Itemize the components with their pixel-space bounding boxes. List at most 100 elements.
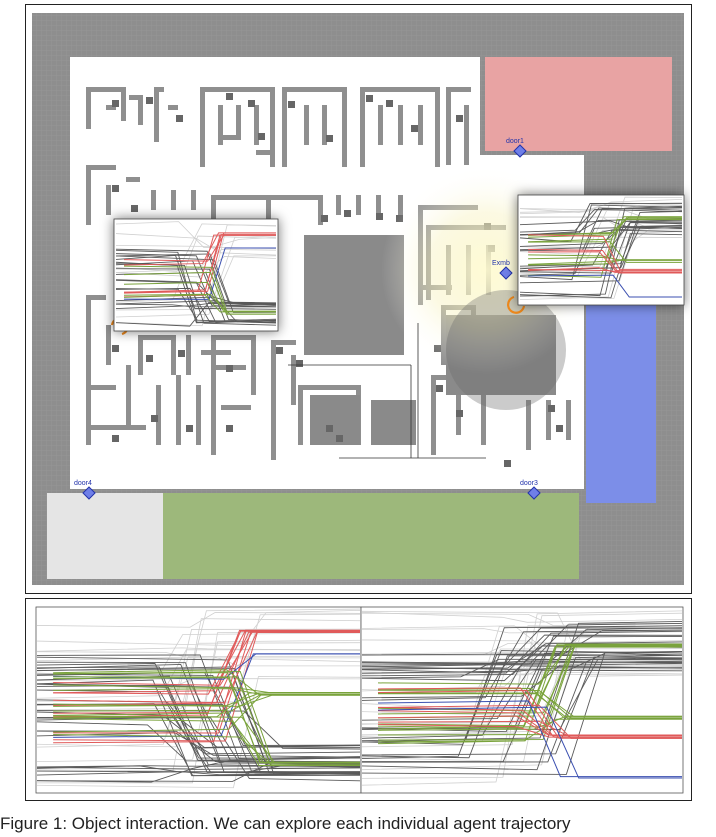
- trajectory-line: [377, 689, 682, 719]
- trajectory-line: [361, 626, 683, 655]
- wall-segment: [121, 87, 126, 121]
- trajectory-line: [361, 622, 683, 736]
- door-marker-door4[interactable]: door4: [74, 480, 96, 500]
- room-block: [371, 400, 416, 445]
- room-block: [310, 395, 360, 445]
- trajectory-line: [36, 676, 361, 789]
- trajectory-line: [123, 232, 276, 294]
- trajectory-line: [519, 233, 683, 299]
- trajectory-line: [528, 259, 682, 265]
- trajectory-line: [361, 611, 683, 623]
- door-label-door2: Exmb: [492, 260, 510, 267]
- wall-segment: [270, 87, 275, 167]
- wall-segment: [376, 195, 381, 215]
- trajectory-line: [519, 207, 683, 252]
- wall-segment: [200, 87, 275, 92]
- trajectory-line: [36, 771, 361, 776]
- wall-segment: [360, 87, 365, 167]
- wall-segment: [191, 190, 196, 210]
- furniture-item: [456, 115, 463, 122]
- trajectory-line: [519, 225, 683, 276]
- wall-segment: [211, 335, 251, 340]
- wall-segment: [129, 95, 143, 100]
- trajectory-line: [115, 260, 277, 306]
- wall-segment: [86, 425, 146, 430]
- bottom-green-zone: [163, 493, 579, 579]
- wall-segment: [218, 105, 223, 145]
- trajectory-line: [115, 255, 277, 318]
- corridor-lines: [288, 323, 486, 459]
- trajectory-line: [519, 221, 683, 274]
- trajectory-line: [36, 717, 361, 782]
- wall-segment: [86, 295, 91, 445]
- trajectory-line: [36, 679, 361, 777]
- trajectory-line: [123, 281, 276, 312]
- wall-segment: [86, 385, 116, 390]
- furniture-item: [288, 101, 295, 108]
- trajectory-line: [528, 241, 682, 263]
- trajectory-line: [36, 628, 361, 737]
- trajectory-line: [361, 652, 683, 775]
- wall-segment: [298, 385, 303, 445]
- trajectory-line: [377, 700, 682, 778]
- trajectory-line: [361, 640, 683, 656]
- furniture-item: [226, 93, 233, 100]
- wall-segment: [106, 185, 111, 215]
- floor-plan-svg: door1 Exmb door3 door4: [32, 13, 685, 585]
- door-marker-door1[interactable]: door1: [506, 138, 527, 158]
- wall-segment: [211, 195, 216, 225]
- trajectory-line: [123, 247, 276, 300]
- trajectory-line: [123, 293, 276, 313]
- trajectory-line: [377, 687, 682, 718]
- furniture-item: [326, 135, 333, 142]
- inset-plot-left: [113, 218, 279, 332]
- trajectory-plots-svg: [35, 606, 684, 794]
- furniture-item: [456, 410, 463, 417]
- wall-segment: [251, 335, 256, 395]
- trajectory-line: [519, 229, 683, 270]
- wall-segment: [86, 87, 91, 129]
- trajectory-line: [361, 610, 683, 748]
- plot-left-lines: [36, 608, 361, 789]
- trajectory-line: [36, 618, 361, 748]
- floor-plan-figure: door1 Exmb door3 door4: [25, 4, 692, 594]
- trajectory-line: [519, 229, 683, 249]
- wall-segment: [222, 135, 236, 140]
- furniture-item: [146, 355, 153, 362]
- bottom-left-zone: [47, 493, 163, 579]
- highlight-shade: [446, 290, 566, 410]
- furniture-item: [366, 95, 373, 102]
- wall-segment: [171, 335, 176, 375]
- wall-segment: [156, 385, 161, 445]
- door-label-door3: door3: [520, 480, 538, 487]
- trajectory-line: [377, 704, 682, 739]
- furniture-item: [258, 133, 265, 140]
- trajectory-line: [36, 654, 361, 760]
- trajectory-line: [36, 717, 361, 749]
- door-marker-door3[interactable]: door3: [520, 480, 541, 500]
- trajectory-line: [36, 661, 361, 775]
- trajectory-line: [36, 642, 361, 772]
- trajectory-line: [36, 647, 361, 652]
- furniture-item: [504, 460, 511, 467]
- wall-segment: [546, 400, 551, 440]
- wall-segment: [271, 340, 296, 345]
- trajectory-line: [528, 267, 682, 273]
- trajectory-line: [361, 657, 683, 721]
- trajectory-line: [519, 225, 683, 247]
- furniture-item: [548, 405, 555, 412]
- wall-segment: [566, 400, 571, 440]
- door-marker-door2[interactable]: Exmb: [492, 260, 513, 280]
- wall-segment: [398, 195, 403, 215]
- furniture-item: [112, 435, 119, 442]
- furniture-item: [176, 115, 183, 122]
- door-label-door4: door4: [74, 480, 92, 487]
- furniture-item: [436, 385, 443, 392]
- trajectory-line: [115, 235, 277, 311]
- wall-segment: [196, 385, 201, 445]
- furniture-item: [326, 425, 333, 432]
- wall-segment: [168, 105, 178, 110]
- wall-segment: [106, 325, 111, 365]
- wall-segment: [398, 105, 403, 145]
- trajectory-line: [377, 692, 682, 717]
